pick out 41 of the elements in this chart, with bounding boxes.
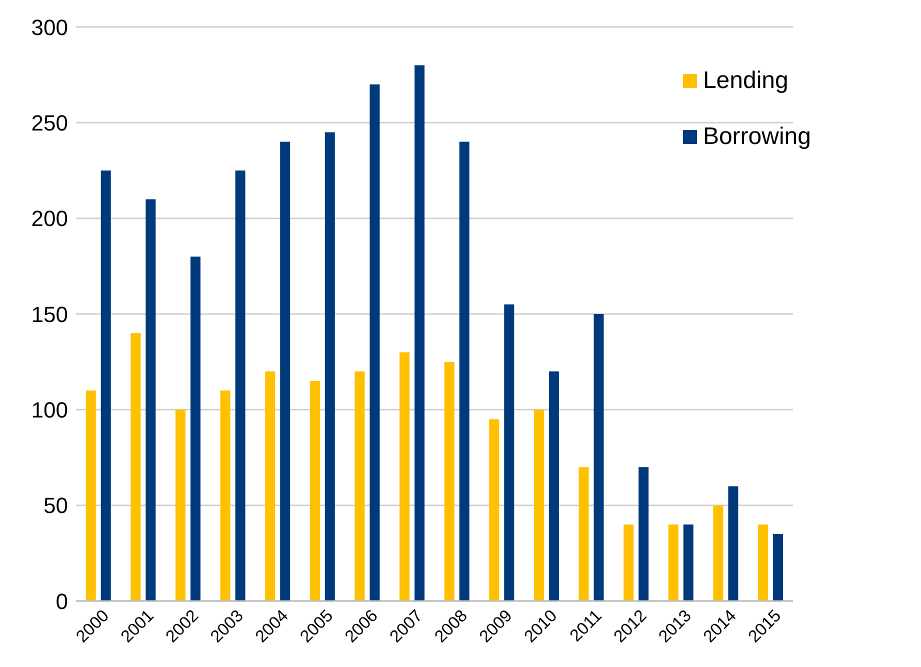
bar <box>668 524 678 601</box>
bar <box>190 256 200 601</box>
bar <box>713 505 724 601</box>
bar <box>728 486 738 601</box>
bar <box>683 524 694 601</box>
bar <box>220 390 230 601</box>
bar <box>354 371 365 601</box>
bar <box>370 84 380 601</box>
bar <box>773 534 783 601</box>
bar <box>548 371 559 601</box>
bar <box>459 142 470 601</box>
bar <box>534 410 544 601</box>
y-tick-label: 300 <box>31 14 68 40</box>
bar <box>175 410 186 601</box>
bar <box>324 132 335 601</box>
bar <box>624 524 634 601</box>
y-tick-label: 150 <box>31 302 68 327</box>
bar <box>235 170 246 601</box>
bar <box>414 65 425 601</box>
y-tick-label: 50 <box>44 493 68 518</box>
bar <box>86 390 96 601</box>
bar <box>504 304 514 601</box>
bar <box>489 419 500 601</box>
bar <box>280 142 290 601</box>
legend-label: Lending <box>702 66 788 96</box>
bar <box>100 170 111 601</box>
y-tick-label: 200 <box>31 206 68 232</box>
y-tick-label: 250 <box>31 110 68 136</box>
legend-label: Borrowing <box>702 122 811 152</box>
bar <box>578 467 589 601</box>
bar <box>444 362 454 601</box>
bar <box>638 467 649 601</box>
bar <box>265 371 276 601</box>
bar <box>758 524 768 601</box>
bar <box>310 380 320 601</box>
bar <box>130 333 141 601</box>
bar <box>594 314 604 601</box>
bar <box>146 199 156 601</box>
y-tick-label: 0 <box>56 588 68 614</box>
bar <box>400 352 410 601</box>
y-tick-label: 100 <box>31 397 68 422</box>
